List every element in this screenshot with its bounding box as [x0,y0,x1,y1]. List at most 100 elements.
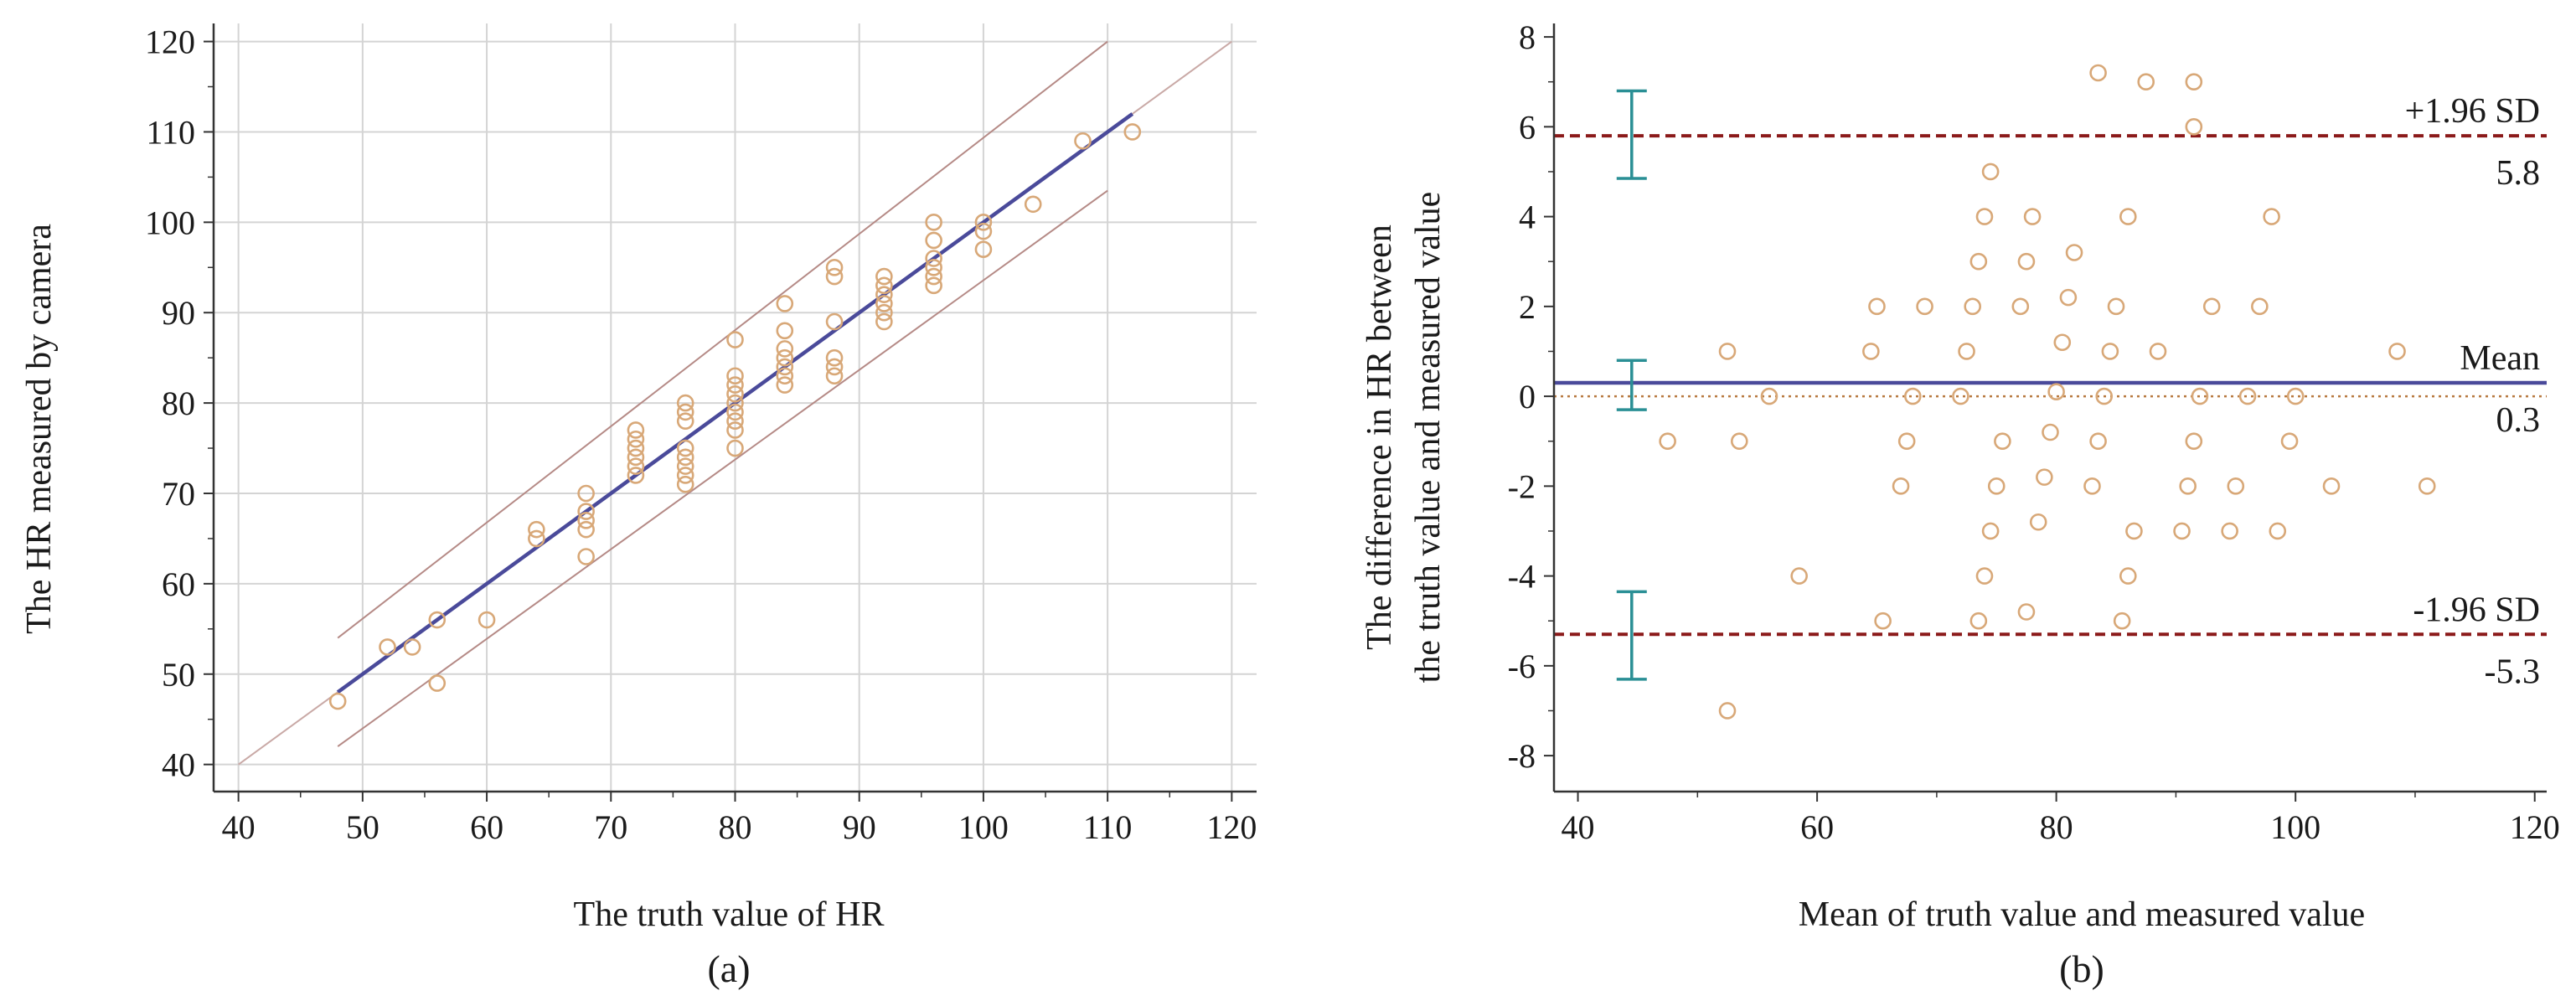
x-tick-label: 90 [843,808,876,846]
data-point [428,674,447,692]
data-point [1730,432,1748,451]
data-point [825,358,844,376]
data-point [1969,611,1988,630]
x-tick-label: 40 [222,808,256,846]
data-point [726,394,744,412]
data-point [2202,297,2221,316]
data-point [2185,118,2203,136]
data-point [925,214,942,231]
data-point [726,403,744,421]
reference-lines [1554,134,2547,637]
data-point [2113,611,2131,630]
y-tick-label: -6 [1508,648,1536,685]
x-axis-label: Mean of truth value and measured value [1799,895,2365,934]
data-point [577,484,595,503]
data-point [925,231,942,250]
data-point [925,267,942,286]
data-point [676,457,694,475]
tick-labels: 40 60 80 100 120 -8 -6 -4 -2 0 2 4 6 8 [1508,18,2560,846]
data-point [2083,477,2101,495]
data-point [2053,333,2072,352]
data-point [627,439,645,457]
data-point [776,348,794,367]
data-point [1975,208,1994,225]
data-point [2065,244,2083,261]
data-point [1024,195,1042,214]
data-point [726,439,744,457]
data-point [2286,387,2305,405]
y-axis-label-line-2: the truth value and measured value [1409,192,1448,684]
reference-lines [238,40,1232,766]
data-point [528,529,545,548]
data-point [825,367,844,385]
lower-limit-value: -5.3 [2485,653,2541,691]
data-point [2119,567,2137,585]
y-tick-label: 80 [162,384,195,422]
data-point [2017,252,2036,271]
data-point [875,303,893,322]
data-point [627,457,645,475]
data-point [577,512,595,529]
data-point [1897,432,1916,451]
data-point [2179,477,2197,495]
data-point [776,367,794,385]
data-point [875,267,893,286]
panel-label: (a) [707,947,750,990]
data-point [1981,163,2000,181]
y-axis-label-line-1: The difference in HR between [1360,224,1399,650]
data-point [1964,297,1981,316]
data-point [726,331,744,348]
data-point [1074,132,1092,150]
data-point [428,611,447,629]
upper-prediction-band [337,40,1108,639]
x-tick-label: 120 [2510,808,2560,846]
data-point [1987,477,2006,495]
data-point [627,467,645,484]
lower-limit-label: -1.96 SD [2413,591,2540,629]
data-point [478,611,496,629]
data-point [2238,387,2257,405]
data-points [328,123,1142,710]
data-point [2119,208,2137,225]
upper-limit-label: +1.96 SD [2405,92,2540,131]
data-point [925,250,942,267]
data-point [776,322,794,340]
data-point [2280,432,2299,451]
data-point [974,214,993,231]
x-tick-label: 70 [594,808,627,846]
data-point [2023,208,2042,225]
data-point [1981,522,2000,540]
x-tick-label: 60 [1800,808,1834,846]
data-point [726,421,744,439]
data-point [1718,702,1737,720]
data-point [925,276,942,295]
x-tick-label: 110 [1083,808,1133,846]
panel-b-chart: 40 60 80 100 120 -8 -6 -4 -2 0 2 4 6 8 +1.96 SD 5.8 Mea… [1360,18,2560,990]
x-tick-label: 100 [958,808,1009,846]
axes [1544,23,2547,802]
mean-label: Mean [2460,339,2540,378]
x-tick-label: 50 [346,808,379,846]
lower-prediction-band [337,189,1108,747]
data-point [2191,387,2209,405]
tick-labels: 40 50 60 70 80 90 100 110 120 40 50 60 70 80 90 100 110 1… [145,23,1257,846]
data-point [726,412,744,430]
data-point [2322,477,2341,495]
data-point [1123,123,1142,141]
data-point [2089,64,2107,82]
data-point [676,412,694,430]
data-point [1868,297,1886,316]
y-tick-label: 120 [145,23,195,61]
y-tick-label: 110 [146,113,195,151]
confidence-error-bars [1616,89,1647,681]
data-point [1969,252,1988,271]
data-point [577,548,595,565]
data-point [627,421,645,439]
data-point [627,430,645,448]
data-point [776,340,794,358]
data-point [2107,297,2125,316]
data-point [1994,432,2011,451]
y-tick-label: 100 [145,204,195,241]
data-point [2185,432,2203,451]
y-tick-label: 50 [162,656,195,694]
